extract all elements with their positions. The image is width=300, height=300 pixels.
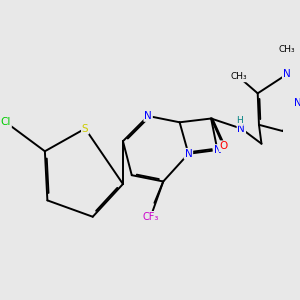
- Text: N: N: [214, 145, 221, 155]
- Text: N: N: [294, 98, 300, 108]
- Text: H: H: [237, 116, 243, 125]
- Text: CF₃: CF₃: [142, 212, 159, 222]
- Text: O: O: [220, 141, 228, 151]
- Text: CH₃: CH₃: [278, 45, 295, 54]
- Text: N: N: [144, 111, 152, 121]
- Text: S: S: [82, 124, 88, 134]
- Text: N: N: [283, 69, 290, 80]
- Text: N: N: [184, 149, 192, 159]
- Text: Cl: Cl: [1, 117, 11, 127]
- Text: N: N: [238, 124, 245, 134]
- Text: CH₃: CH₃: [230, 73, 247, 82]
